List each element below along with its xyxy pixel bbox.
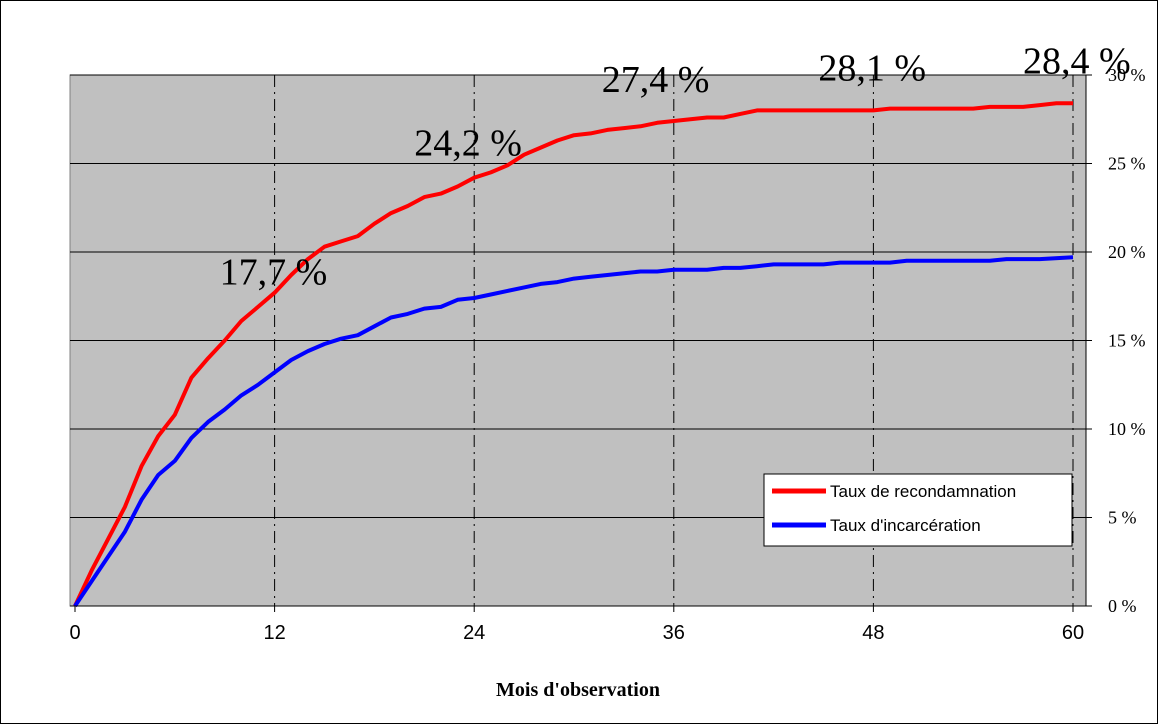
x-tick-label-24: 24 — [463, 622, 485, 644]
annotation-3: 28,1 % — [818, 48, 926, 90]
legend-label-recondamnation: Taux de recondamnation — [830, 482, 1016, 501]
x-tick-label-36: 36 — [663, 622, 685, 644]
x-tick-label-48: 48 — [862, 622, 884, 644]
annotation-1: 24,2 % — [414, 123, 522, 165]
x-axis-label: Mois d'observation — [496, 679, 660, 701]
legend-box — [763, 473, 1073, 547]
series-line-0 — [73, 101, 1073, 607]
annotation-0: 17,7 % — [220, 252, 328, 294]
x-tick-label-0: 0 — [69, 622, 80, 644]
annotation-4: 28,4 % — [1023, 40, 1131, 82]
grid — [70, 74, 1086, 606]
y-tick-label-5: 5 % — [1108, 508, 1137, 528]
y-tick-label-25: 25 % — [1108, 154, 1146, 174]
annotation-2: 27,4 % — [602, 59, 710, 101]
y-tick-label-10: 10 % — [1108, 419, 1146, 439]
series-group — [73, 101, 1074, 608]
legend: Taux de recondamnation Taux d'incarcérat… — [763, 473, 1073, 547]
annotations: 17,7 % 24,2 % 27,4 % 28,1 % 28,4 % — [220, 40, 1131, 293]
x-tick-label-12: 12 — [263, 622, 285, 644]
axes: 0 12 24 36 48 60 0 % 5 % 10 % 15 % 20 % 25 % 30 % — [69, 65, 1145, 644]
y-tick-label-30: 30 % — [1108, 65, 1146, 85]
y-tick-label-0: 0 % — [1108, 596, 1137, 616]
series-line-1 — [73, 255, 1074, 608]
y-tick-label-20: 20 % — [1108, 242, 1146, 262]
legend-label-incarceration: Taux d'incarcération — [830, 516, 981, 535]
x-tick-label-60: 60 — [1062, 622, 1084, 644]
y-tick-label-15: 15 % — [1108, 331, 1146, 351]
